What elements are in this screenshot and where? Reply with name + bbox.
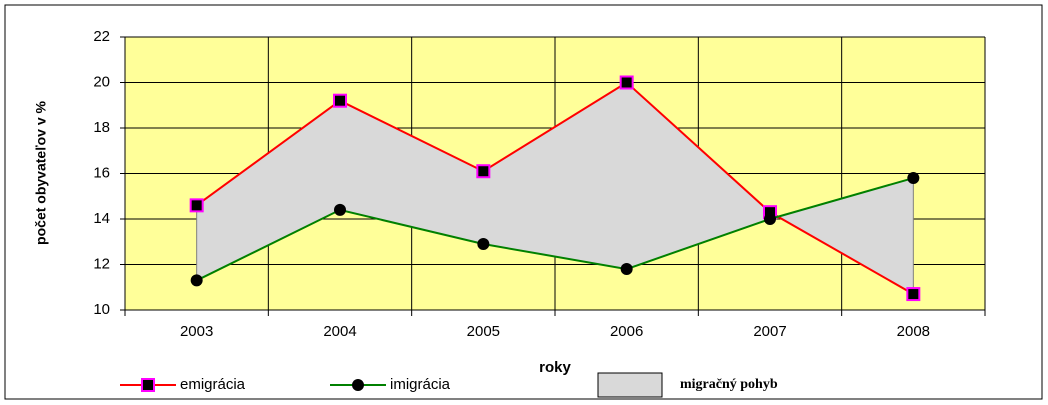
marker — [477, 238, 490, 251]
marker — [619, 75, 634, 90]
marker — [334, 203, 346, 216]
x-tick-label: 2007 — [753, 323, 786, 340]
y-tick-label: 14 — [93, 210, 110, 227]
series-line — [196, 177, 914, 282]
y-tick-label: 10 — [93, 301, 110, 318]
legend-marker — [141, 378, 155, 392]
marker — [189, 198, 204, 213]
x-tick-label: 2008 — [897, 323, 930, 340]
marker — [620, 263, 633, 276]
marker — [764, 213, 776, 225]
x-tick-label: 2005 — [467, 323, 500, 340]
legend-swatch — [597, 372, 663, 398]
x-tick-label: 2003 — [180, 323, 213, 340]
y-tick-label: 12 — [93, 255, 110, 272]
y-tick-label: 22 — [93, 28, 110, 45]
legend-label: emigrácia — [180, 376, 246, 393]
series-line — [196, 81, 914, 295]
y-axis-label: počet obyvateľov v % — [33, 101, 49, 245]
marker — [907, 172, 920, 185]
marker — [906, 287, 921, 302]
y-tick-label: 18 — [93, 119, 110, 136]
marker — [476, 164, 491, 179]
y-tick-label: 20 — [93, 73, 110, 90]
legend-label: migračný pohyb — [680, 377, 778, 392]
legend-label: imigrácia — [390, 376, 451, 393]
legend-marker — [352, 379, 364, 391]
x-tick-label: 2006 — [610, 323, 643, 340]
marker — [190, 274, 203, 287]
x-axis-label: roky — [539, 359, 571, 376]
y-tick-label: 16 — [93, 164, 110, 181]
x-tick-label: 2004 — [323, 323, 356, 340]
marker — [333, 93, 347, 108]
